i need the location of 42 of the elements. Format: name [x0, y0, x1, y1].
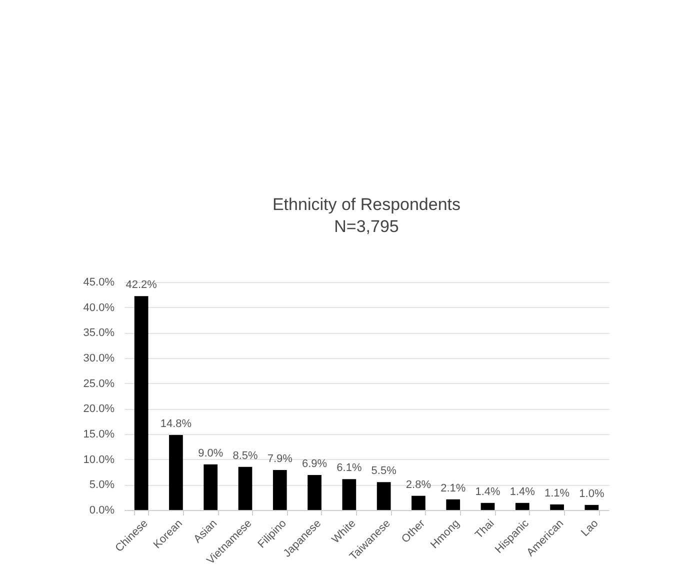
y-tick-label: 0.0% — [89, 504, 115, 516]
bar — [480, 502, 495, 510]
data-label: 1.4% — [510, 486, 536, 498]
chart-subtitle: N=3,795 — [334, 217, 399, 236]
data-label: 6.9% — [302, 458, 328, 470]
bar — [412, 496, 426, 510]
y-tick-label: 30.0% — [83, 352, 115, 364]
bar — [446, 499, 460, 510]
data-label: 14.8% — [160, 418, 192, 430]
y-tick-label: 25.0% — [83, 378, 115, 390]
y-tick-label: 5.0% — [89, 479, 115, 492]
data-label: 2.1% — [440, 482, 466, 494]
y-tick-label: 20.0% — [83, 403, 115, 416]
data-label: 1.4% — [475, 486, 500, 498]
bar — [515, 502, 530, 510]
data-label: 9.0% — [198, 447, 224, 460]
y-tick-label: 15.0% — [83, 428, 115, 440]
data-label: 42.2% — [126, 279, 158, 292]
y-tick-label: 35.0% — [83, 327, 115, 340]
data-label: 7.9% — [267, 452, 293, 465]
x-tick-label: Lao — [579, 518, 601, 539]
bar — [134, 296, 148, 510]
data-label: 1.1% — [544, 487, 570, 500]
y-tick-label: 45.0% — [83, 276, 115, 288]
bar — [584, 504, 599, 510]
data-label: 8.5% — [232, 450, 258, 462]
bar — [376, 482, 391, 510]
bar — [238, 466, 252, 510]
bar — [550, 504, 564, 510]
y-tick-label: 40.0% — [83, 302, 115, 314]
bar — [342, 479, 356, 510]
data-label: 5.5% — [371, 465, 397, 478]
bar — [308, 475, 322, 510]
data-label: 1.0% — [579, 488, 604, 500]
chart-title: Ethnicity of Respondents — [272, 195, 461, 214]
x-tick-label: Thai — [473, 518, 497, 542]
bar — [204, 464, 218, 510]
data-label: 6.1% — [336, 462, 362, 474]
data-label: 2.8% — [406, 478, 432, 491]
y-tick-label: 10.0% — [83, 454, 115, 466]
bar — [272, 470, 287, 510]
bar — [169, 435, 183, 510]
